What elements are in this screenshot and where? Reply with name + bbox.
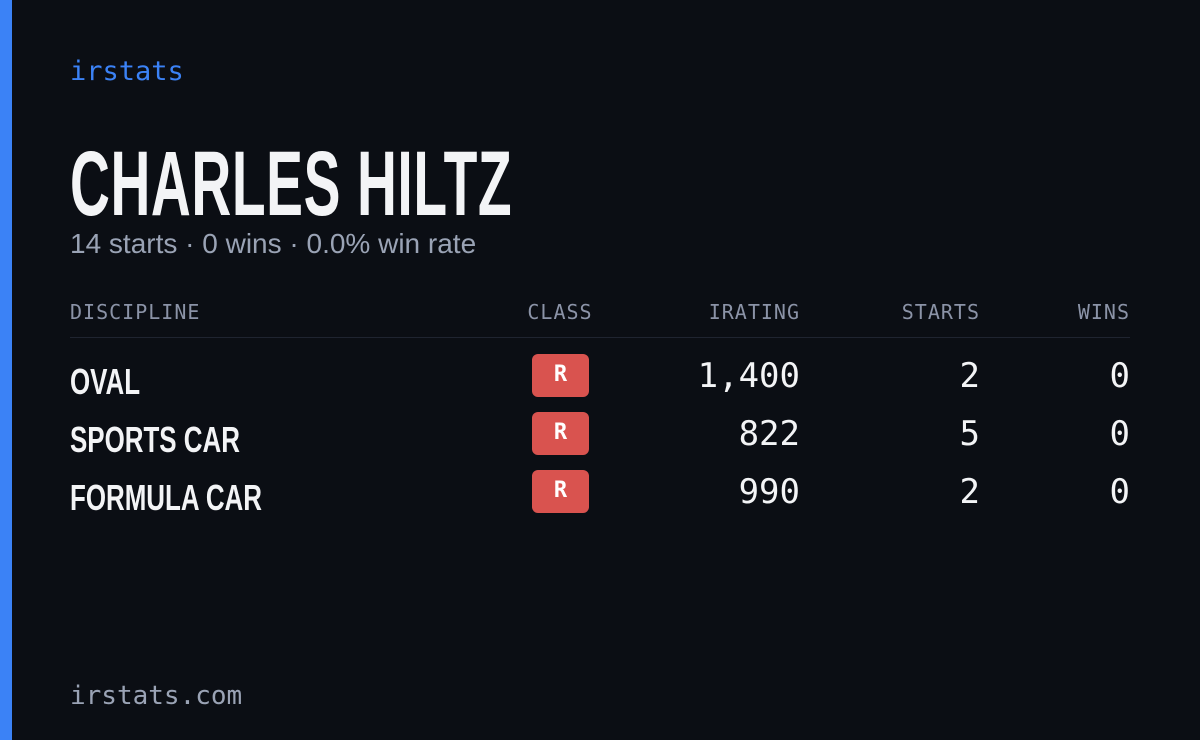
column-header: CLASS [527, 300, 593, 324]
column-header: DISCIPLINE [70, 300, 201, 324]
brand: irstats [70, 56, 184, 87]
driver-summary: 14 starts · 0 wins · 0.0% win rate [70, 228, 477, 259]
stat-value: 1,400 [697, 356, 800, 396]
accent-bar [0, 0, 12, 740]
stat-value: 822 [738, 414, 800, 454]
header-rule [70, 337, 1130, 338]
class-badge: R [532, 470, 589, 513]
driver-name: CHARLES HILTZ [70, 133, 513, 235]
discipline: OVAL [70, 361, 141, 402]
column-header: WINS [1077, 300, 1130, 324]
stat-value: 0 [1109, 472, 1130, 512]
column-header: STARTS [901, 300, 980, 324]
discipline: SPORTS CAR [70, 419, 240, 460]
stat-value: 0 [1109, 414, 1130, 454]
column-header: IRATING [708, 300, 800, 324]
stat-value: 0 [1109, 356, 1130, 396]
stat-value: 5 [959, 414, 980, 454]
class-badge: R [532, 354, 589, 397]
stat-value: 990 [738, 472, 800, 512]
class-badge: R [532, 412, 589, 455]
discipline: FORMULA CAR [70, 477, 262, 518]
stat-value: 2 [959, 472, 980, 512]
footer: irstats.com [70, 681, 243, 711]
stat-value: 2 [959, 356, 980, 396]
